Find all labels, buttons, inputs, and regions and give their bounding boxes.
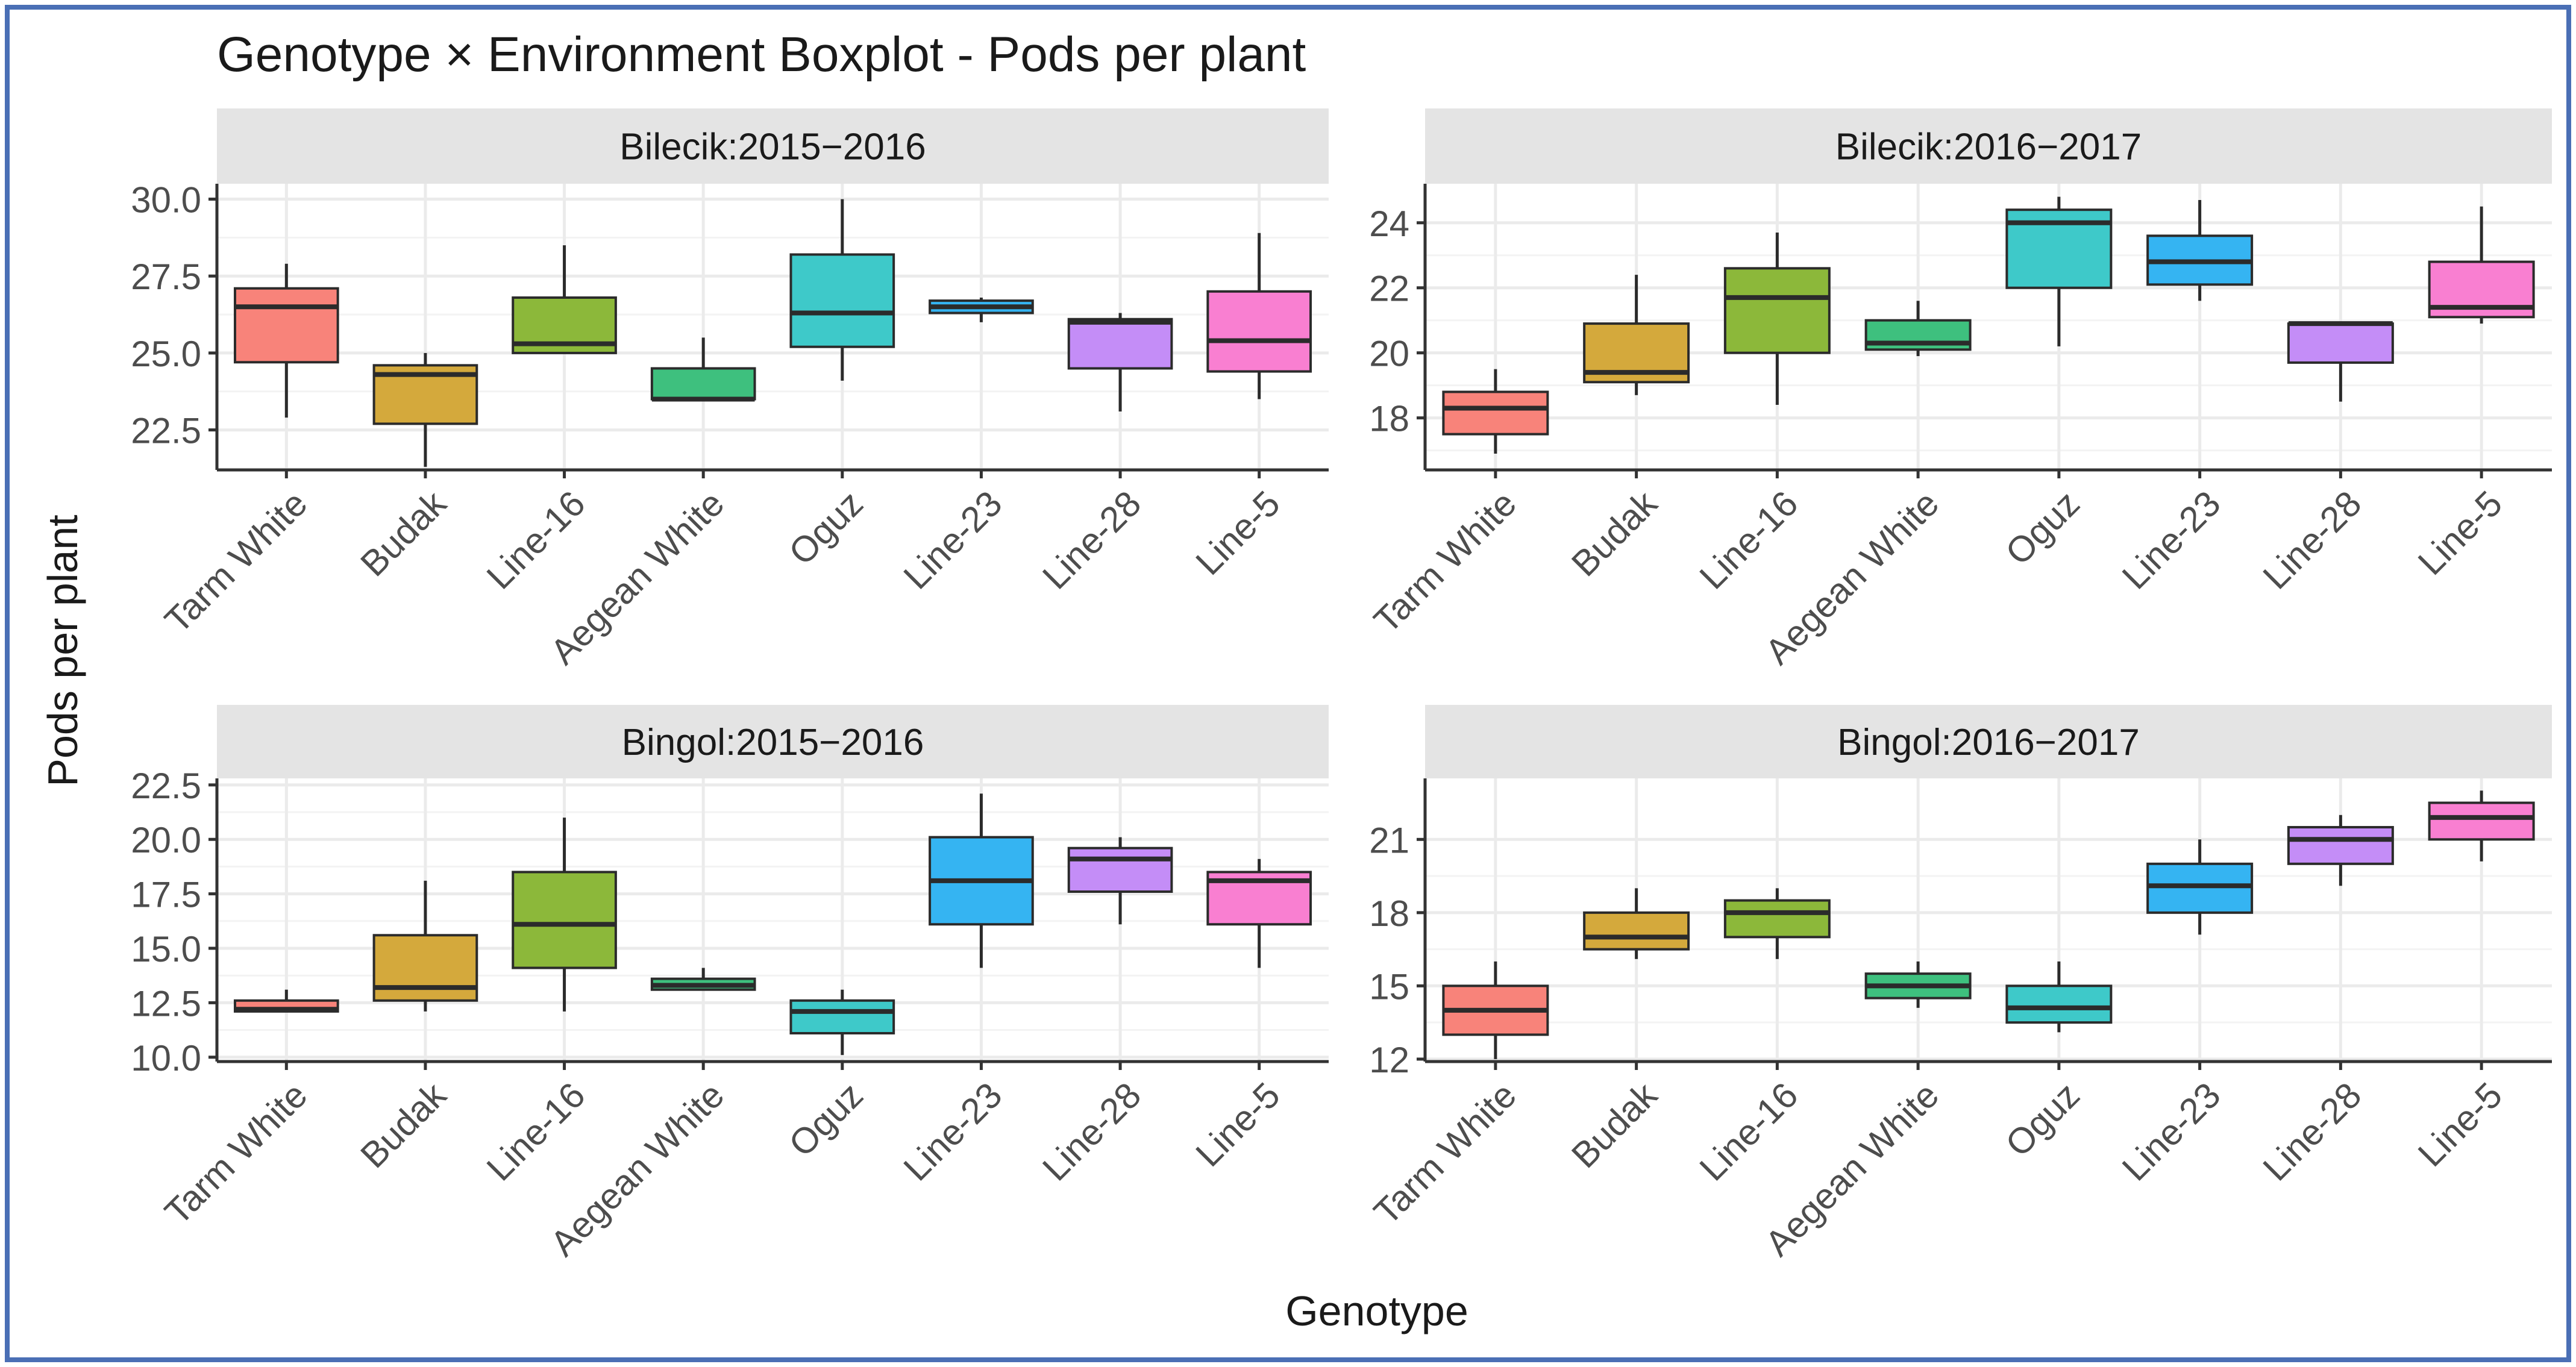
box-budak [1583, 275, 1690, 395]
facet-strip [1425, 108, 2552, 184]
box-oguz [789, 199, 895, 381]
box-iqr [1723, 899, 1831, 939]
box-budak [372, 880, 478, 1012]
box-line-5 [1206, 859, 1312, 968]
box-line-5 [2428, 790, 2535, 862]
box-iqr [2428, 801, 2535, 841]
box-line-16 [512, 818, 617, 1012]
facet-strip-label: Bingol:2016−2017 [1837, 722, 2140, 763]
y-tick-label: 24 [1369, 204, 1409, 244]
box-budak [372, 352, 478, 467]
y-axis-label: Pods per plant [39, 515, 86, 786]
y-tick-label: 27.5 [131, 257, 201, 297]
box-iqr [2146, 862, 2254, 914]
chart-title: Genotype × Environment Boxplot - Pods pe… [217, 27, 1306, 82]
box-line-23 [929, 297, 1034, 322]
y-tick-label: 18 [1369, 893, 1409, 934]
box-iqr [1067, 318, 1173, 370]
box-tarm-white [233, 263, 339, 418]
box-iqr [1067, 846, 1173, 893]
y-tick-label: 30.0 [131, 180, 201, 221]
y-tick-label: 10.0 [131, 1038, 201, 1078]
box-line-23 [2146, 839, 2254, 935]
box-iqr [233, 287, 339, 364]
box-line-16 [1723, 232, 1831, 405]
box-iqr [789, 253, 895, 348]
box-iqr [372, 934, 478, 1002]
y-tick-label: 21 [1369, 820, 1409, 860]
box-line-5 [1206, 233, 1312, 399]
box-iqr [1206, 290, 1312, 373]
box-line-5 [2428, 206, 2535, 324]
box-aegean-white [650, 968, 756, 991]
y-tick-label: 15 [1369, 966, 1409, 1007]
facet-strip [217, 705, 1329, 778]
box-oguz [789, 989, 895, 1056]
box-iqr [1583, 911, 1690, 951]
y-tick-label: 22.5 [131, 411, 201, 451]
box-line-16 [1723, 888, 1831, 959]
y-tick-label: 12 [1369, 1040, 1409, 1080]
box-tarm-white [1442, 369, 1549, 454]
box-line-23 [2146, 199, 2254, 301]
y-tick-label: 25.0 [131, 334, 201, 374]
facet-strip-label: Bilecik:2015−2016 [619, 127, 926, 168]
box-aegean-white [1864, 961, 1972, 1008]
box-tarm-white [233, 989, 339, 1013]
box-iqr [2005, 984, 2113, 1024]
box-oguz [2005, 196, 2113, 346]
box-line-28 [2287, 815, 2394, 886]
y-tick-label: 15.0 [131, 929, 201, 969]
facet-strip-label: Bingol:2015−2016 [622, 722, 924, 763]
y-tick-label: 20.0 [131, 820, 201, 860]
box-tarm-white [1442, 961, 1549, 1059]
x-axis-label: Genotype [1285, 1287, 1468, 1334]
box-iqr [1723, 267, 1831, 354]
box-line-28 [1067, 313, 1173, 411]
y-tick-label: 18 [1369, 399, 1409, 439]
box-line-16 [512, 245, 617, 354]
facet-strip [1425, 705, 2552, 778]
box-line-28 [2287, 321, 2394, 402]
y-tick-label: 22 [1369, 269, 1409, 309]
facet-strip [217, 108, 1329, 184]
y-tick-label: 22.5 [131, 766, 201, 806]
box-aegean-white [650, 337, 756, 402]
y-tick-label: 17.5 [131, 875, 201, 915]
box-line-23 [929, 793, 1034, 968]
box-iqr [1442, 390, 1549, 436]
box-budak [1583, 888, 1690, 959]
box-iqr [2287, 322, 2394, 364]
box-aegean-white [1864, 301, 1972, 357]
box-iqr [2287, 826, 2394, 865]
y-tick-label: 12.5 [131, 983, 201, 1024]
box-iqr [789, 999, 895, 1035]
box-oguz [2005, 961, 2113, 1033]
box-line-28 [1067, 837, 1173, 925]
figure-frame [5, 5, 2571, 1362]
box-iqr [650, 367, 756, 401]
y-tick-label: 20 [1369, 334, 1409, 374]
box-iqr [512, 871, 617, 969]
facet-strip-label: Bilecik:2016−2017 [1835, 127, 2142, 168]
